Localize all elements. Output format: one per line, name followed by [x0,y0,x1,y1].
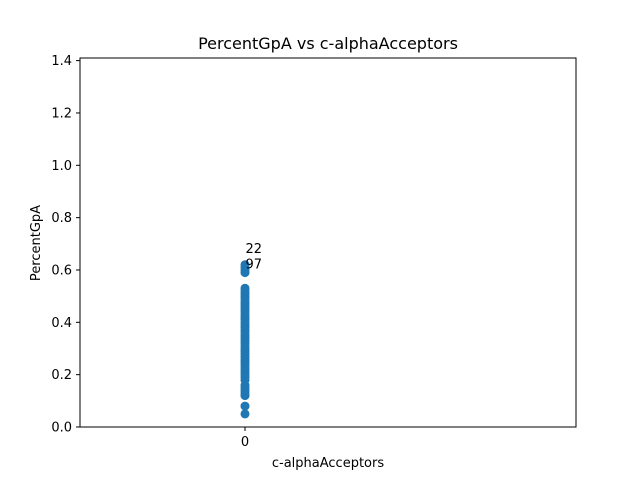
y-tick-label: 1.2 [51,106,72,121]
data-point [240,409,250,419]
y-tick-label: 0.6 [51,263,72,278]
chart-title: PercentGpA vs c-alphaAcceptors [198,34,458,53]
y-axis: 0.0 0.2 0.4 0.6 0.8 1.0 1.2 1.4 [51,54,80,436]
data-point [240,372,250,382]
x-axis: 0 [241,427,249,450]
plot-frame [79,57,577,428]
point-annotation: 97 [246,258,263,273]
data-point [240,385,250,395]
y-axis-label: PercentGpA [29,205,44,281]
data-point [240,362,250,372]
y-tick-label: 0.8 [51,211,72,226]
y-tick-label: 0.0 [51,421,72,436]
data-point [240,283,250,293]
y-tick-label: 0.2 [51,368,72,383]
data-point [240,260,250,270]
data-point [240,401,250,411]
y-tick-label: 1.0 [51,159,72,174]
data-point [240,341,250,351]
plot-area [240,260,250,419]
point-annotation: 22 [246,242,263,257]
x-tick-label: 0 [241,435,249,450]
x-axis-label: c-alphaAcceptors [272,456,384,471]
y-tick-label: 0.4 [51,316,72,331]
y-tick-label: 1.4 [51,54,72,69]
